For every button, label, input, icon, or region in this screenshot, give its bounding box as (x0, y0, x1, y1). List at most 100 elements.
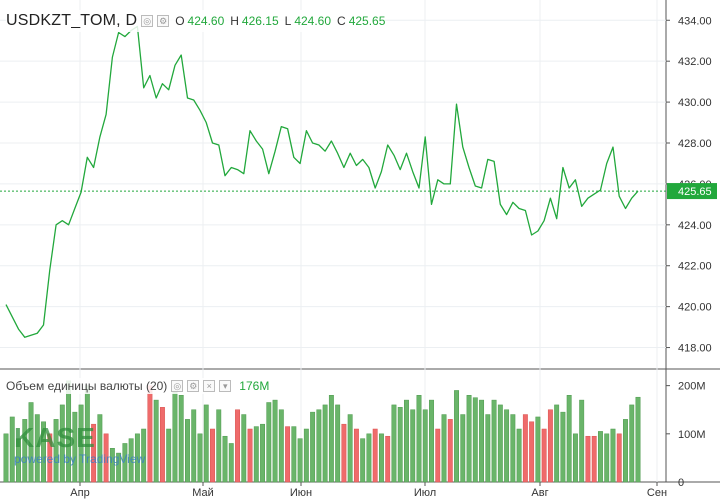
volume-bar (366, 433, 372, 483)
volume-bar (404, 399, 409, 483)
volume-bar (579, 399, 585, 483)
volume-bar (441, 414, 447, 483)
volume-bar (472, 397, 478, 483)
y-tick-label: 418.00 (678, 343, 712, 355)
volume-bar (41, 421, 46, 483)
kase-logo: KASE (14, 422, 96, 453)
volume-bar (635, 396, 641, 483)
high-value: 426.15 (241, 14, 279, 28)
volume-bar (185, 419, 190, 483)
volume-tick-label: 100M (678, 429, 706, 441)
y-tick-label: 434.00 (678, 15, 712, 27)
last-price-badge (667, 183, 717, 200)
volume-bar (522, 414, 528, 483)
volume-bar (34, 414, 40, 483)
volume-bar (134, 433, 140, 483)
volume-bar (322, 404, 328, 483)
volume-bar (228, 443, 234, 483)
volume-bar (72, 411, 78, 483)
y-tick-label: 428.00 (678, 138, 712, 150)
volume-bar (604, 433, 610, 483)
open-label: O (175, 14, 185, 28)
volume-bar (629, 404, 635, 483)
volume-bar (178, 395, 184, 483)
volume-bar (122, 443, 128, 483)
volume-bar (391, 404, 397, 483)
volume-bar (360, 438, 366, 483)
volume-bar (241, 414, 247, 483)
volume-bar (497, 404, 503, 483)
volume-bar (610, 428, 616, 483)
volume-legend: Объем единицы валюты (20) ◎ ⚙ × ▾ 176M (6, 378, 270, 394)
eye-icon[interactable]: ◎ (141, 15, 154, 27)
volume-tick-label: 200M (678, 381, 706, 393)
volume-bar (210, 428, 215, 483)
volume-tick-label: 0 (678, 477, 684, 489)
volume-title[interactable]: Объем единицы валюты (20) (6, 379, 168, 393)
volume-bar (623, 419, 628, 483)
powered-by-text[interactable]: powered by TradingView (14, 452, 146, 466)
volume-bar (216, 409, 222, 483)
volume-bar (353, 428, 359, 483)
symbol-title[interactable]: USDKZT_TOM, D (6, 12, 138, 29)
volume-bar (372, 428, 378, 483)
volume-bar (547, 409, 553, 483)
volume-bar (335, 404, 341, 483)
volume-bar (235, 409, 240, 483)
symbol-legend: USDKZT_TOM, D ◎ ⚙ O 424.60 H 426.15 L 42… (6, 10, 386, 32)
volume-bar (47, 433, 53, 483)
x-tick-label: Май (192, 487, 214, 499)
volume-bar (416, 395, 422, 483)
volume-value: 176M (239, 379, 270, 393)
volume-bar (485, 414, 491, 483)
volume-bar (347, 414, 353, 483)
volume-bar (103, 433, 109, 483)
volume-bar (598, 431, 603, 483)
volume-bar (78, 404, 84, 483)
volume-bar (53, 419, 59, 483)
x-tick-label: Авг (531, 487, 548, 499)
volume-bar (9, 416, 15, 483)
high-label: H (230, 14, 239, 28)
volume-bar (260, 423, 266, 483)
volume-bar (316, 409, 322, 483)
volume-bar (59, 404, 65, 483)
volume-bar (3, 433, 9, 483)
more-icon[interactable]: ▾ (219, 380, 232, 392)
volume-bar (429, 399, 434, 483)
volume-bar (159, 407, 165, 483)
volume-bar (535, 416, 541, 483)
volume-bar (310, 411, 316, 483)
volume-bar (197, 433, 203, 483)
y-tick-label: 422.00 (678, 261, 712, 273)
volume-bar (91, 423, 97, 483)
volume-bar (447, 419, 453, 483)
volume-bar (378, 433, 384, 483)
volume-bar (16, 438, 21, 483)
volume-bar (222, 435, 228, 483)
close-value: 425.65 (348, 14, 386, 28)
volume-bar (247, 428, 253, 483)
y-tick-label: 432.00 (678, 56, 712, 68)
volume-bar (272, 399, 278, 483)
volume-bar (460, 414, 466, 483)
eye-icon[interactable]: ◎ (171, 380, 184, 392)
close-icon[interactable]: × (203, 380, 216, 392)
settings-icon[interactable]: ⚙ (157, 15, 170, 27)
y-tick-label: 424.00 (678, 220, 712, 232)
volume-bar (297, 438, 303, 483)
volume-bar (529, 421, 535, 483)
volume-bar (128, 438, 134, 483)
volume-bar (22, 419, 28, 483)
volume-bar (466, 395, 472, 483)
volume-bar (616, 433, 622, 483)
volume-bar (591, 435, 597, 483)
x-tick-label: Сен (647, 487, 667, 499)
volume-bar (554, 404, 560, 483)
volume-bar (116, 452, 122, 483)
volume-bar (109, 448, 115, 483)
settings-icon[interactable]: ⚙ (187, 380, 200, 392)
volume-bar (141, 428, 147, 483)
